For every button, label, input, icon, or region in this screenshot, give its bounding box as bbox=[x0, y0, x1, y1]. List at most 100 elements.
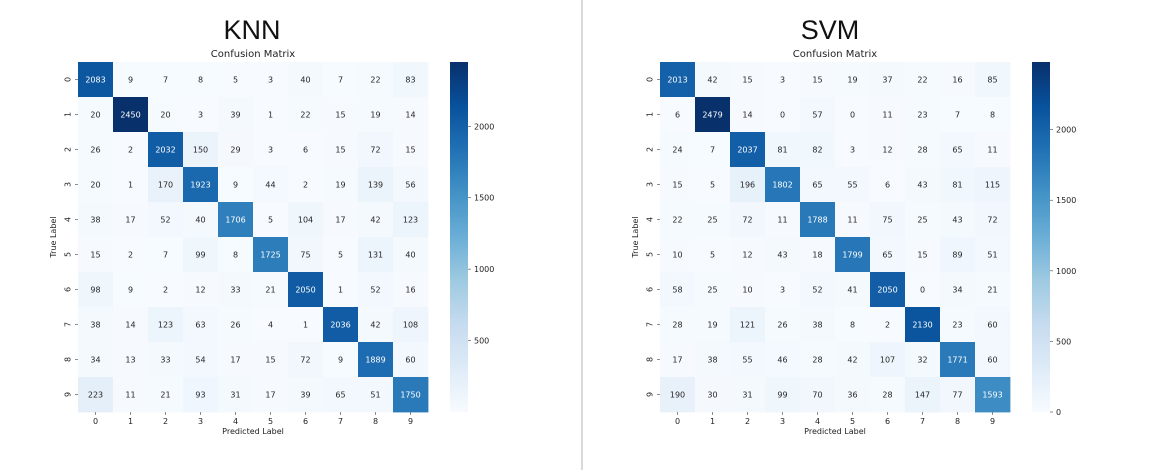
cell-value-label: 20 bbox=[90, 111, 100, 120]
cell-value-label: 190 bbox=[670, 391, 685, 400]
heatmap-cell bbox=[695, 202, 731, 238]
cell-value-label: 5 bbox=[338, 251, 343, 260]
y-tick-label: 7 bbox=[646, 322, 655, 327]
heatmap-cell bbox=[288, 202, 324, 238]
x-tick-label: 1 bbox=[710, 417, 715, 426]
y-tick-label: 4 bbox=[646, 217, 655, 222]
heatmap-cell bbox=[358, 132, 394, 168]
cell-value-label: 2050 bbox=[295, 286, 315, 295]
heatmap-cell bbox=[288, 97, 324, 133]
cell-value-label: 4 bbox=[268, 321, 273, 330]
heatmap-cell bbox=[765, 97, 801, 133]
heatmap-cell bbox=[113, 342, 149, 378]
heatmap-cell bbox=[393, 307, 429, 343]
cell-value-label: 75 bbox=[882, 216, 892, 225]
heatmap-cell bbox=[835, 342, 871, 378]
cell-value-label: 107 bbox=[880, 356, 895, 365]
cell-value-label: 9 bbox=[233, 181, 238, 190]
heatmap-cell bbox=[695, 62, 731, 98]
heatmap-cell bbox=[800, 202, 836, 238]
cell-value-label: 14 bbox=[125, 321, 135, 330]
heatmap-cell bbox=[183, 237, 219, 273]
heatmap-cell bbox=[660, 167, 696, 203]
cell-value-label: 10 bbox=[742, 286, 752, 295]
heatmap-cell bbox=[975, 342, 1011, 378]
colorbar-tick-label: 500 bbox=[474, 337, 489, 346]
cell-value-label: 14 bbox=[405, 111, 415, 120]
x-tick-label: 0 bbox=[93, 417, 98, 426]
heatmap-cell bbox=[358, 272, 394, 308]
cell-value-label: 3 bbox=[850, 146, 855, 155]
cell-value-label: 72 bbox=[300, 356, 310, 365]
heatmap-cell bbox=[730, 377, 766, 413]
cell-value-label: 2450 bbox=[120, 111, 140, 120]
heatmap-cell bbox=[800, 307, 836, 343]
cell-value-label: 65 bbox=[812, 181, 822, 190]
x-tick-label: 4 bbox=[233, 417, 238, 426]
y-tick-label: 0 bbox=[64, 77, 73, 82]
cell-value-label: 38 bbox=[812, 321, 822, 330]
cell-value-label: 3 bbox=[268, 146, 273, 155]
cell-value-label: 23 bbox=[952, 321, 962, 330]
cell-value-label: 11 bbox=[987, 146, 997, 155]
cell-value-label: 22 bbox=[300, 111, 310, 120]
heatmap-cell bbox=[730, 62, 766, 98]
cell-value-label: 11 bbox=[777, 216, 787, 225]
cell-value-label: 12 bbox=[195, 286, 205, 295]
cell-value-label: 1 bbox=[268, 111, 273, 120]
heatmap-cell bbox=[288, 307, 324, 343]
heatmap-cell bbox=[765, 342, 801, 378]
heatmap-cell bbox=[288, 272, 324, 308]
heatmap-cell bbox=[358, 97, 394, 133]
heatmap-cell bbox=[113, 132, 149, 168]
cell-value-label: 1706 bbox=[225, 216, 245, 225]
heatmap-cell bbox=[940, 167, 976, 203]
heatmap-cell bbox=[358, 62, 394, 98]
cell-value-label: 20 bbox=[90, 181, 100, 190]
cell-value-label: 42 bbox=[370, 216, 380, 225]
heatmap-cell bbox=[288, 132, 324, 168]
heatmap-cell bbox=[695, 167, 731, 203]
cell-value-label: 52 bbox=[370, 286, 380, 295]
heatmap-cell bbox=[113, 237, 149, 273]
heatmap-cell bbox=[183, 202, 219, 238]
cell-value-label: 60 bbox=[987, 321, 997, 330]
heatmap-cell bbox=[940, 97, 976, 133]
heatmap-cell bbox=[800, 167, 836, 203]
cell-value-label: 108 bbox=[403, 321, 418, 330]
heatmap-cell bbox=[323, 307, 359, 343]
cell-value-label: 37 bbox=[882, 76, 892, 85]
heatmap-cell bbox=[765, 377, 801, 413]
cell-value-label: 3 bbox=[780, 76, 785, 85]
cell-value-label: 89 bbox=[952, 251, 962, 260]
heatmap-cell bbox=[183, 377, 219, 413]
heatmap-cell bbox=[393, 132, 429, 168]
cell-value-label: 15 bbox=[812, 76, 822, 85]
heatmap-cell bbox=[288, 237, 324, 273]
cell-value-label: 13 bbox=[125, 356, 135, 365]
cell-value-label: 33 bbox=[230, 286, 240, 295]
heatmap-cell bbox=[975, 377, 1011, 413]
cell-value-label: 7 bbox=[338, 76, 343, 85]
cell-value-label: 2032 bbox=[155, 146, 175, 155]
cell-value-label: 43 bbox=[917, 181, 927, 190]
cell-value-label: 21 bbox=[987, 286, 997, 295]
cell-value-label: 22 bbox=[370, 76, 380, 85]
heatmap-cell bbox=[870, 62, 906, 98]
heatmap-cell bbox=[975, 62, 1011, 98]
heatmap-cell bbox=[148, 167, 184, 203]
heatmap-cell bbox=[113, 377, 149, 413]
cell-value-label: 2037 bbox=[737, 146, 757, 155]
heatmap-cell bbox=[218, 132, 254, 168]
heatmap-cell bbox=[940, 342, 976, 378]
cell-value-label: 2 bbox=[303, 181, 308, 190]
cell-value-label: 15 bbox=[742, 76, 752, 85]
heatmap-cell bbox=[765, 237, 801, 273]
heatmap-cell bbox=[800, 272, 836, 308]
heatmap-cell bbox=[113, 167, 149, 203]
cell-value-label: 98 bbox=[90, 286, 100, 295]
cell-value-label: 131 bbox=[368, 251, 383, 260]
heatmap-cell bbox=[253, 307, 289, 343]
heatmap-cell bbox=[800, 132, 836, 168]
